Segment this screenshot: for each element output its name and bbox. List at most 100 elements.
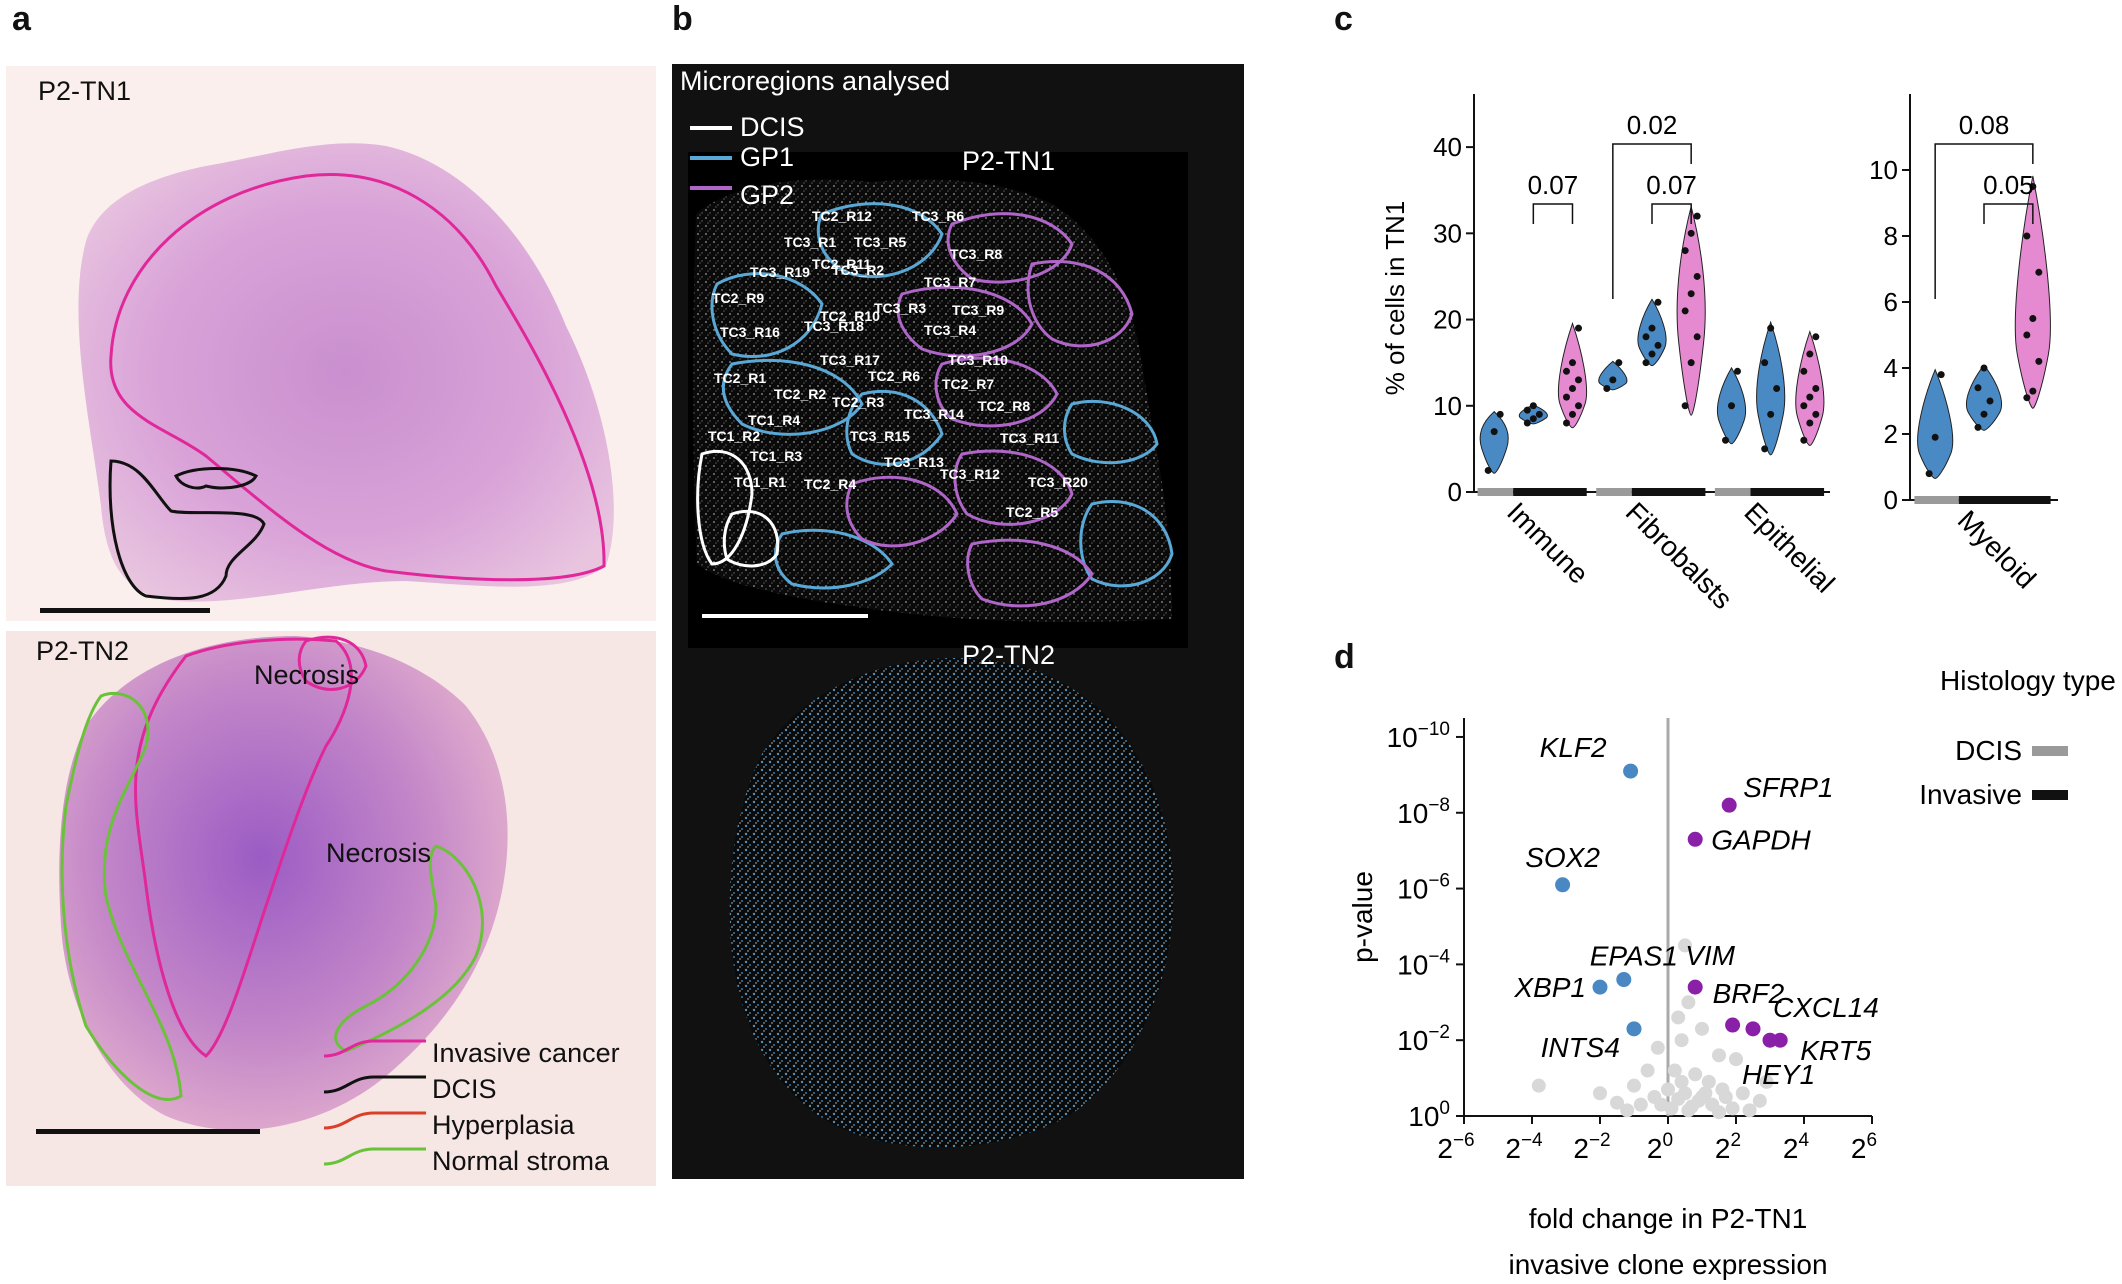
histology-legend-label-invasive: Invasive: [1919, 779, 2022, 810]
data-point: [1806, 393, 1814, 401]
data-point: [1722, 436, 1730, 444]
background-gene-point: [1684, 1099, 1699, 1114]
dcis-bar: [1914, 496, 1959, 504]
gene-label-sfrp1: SFRP1: [1743, 772, 1833, 803]
data-point: [1609, 376, 1617, 384]
p-value-label: 0.08: [1959, 110, 2010, 140]
x-tick-label: 26: [1851, 1130, 1877, 1164]
tn1-invasive-outline: [109, 173, 606, 582]
gp2-region-outline: [896, 285, 1034, 358]
gene-point-brf2: [1725, 1017, 1741, 1033]
gene-label-hey1: HEY1: [1742, 1059, 1815, 1090]
data-point: [2029, 315, 2037, 322]
category-label: Immune: [1501, 496, 1594, 589]
legend-label-dcis: DCIS: [432, 1074, 497, 1104]
gp2-region-outline: [966, 538, 1094, 608]
category-label: Fibrobalsts: [1620, 496, 1739, 615]
significance-bracket: [1612, 143, 1692, 299]
data-point: [1642, 359, 1650, 367]
tn2-invasive-outline-2: [297, 635, 368, 691]
y-tick-label: 2: [1884, 419, 1898, 449]
background-gene-point: [1735, 1086, 1750, 1101]
data-point: [1925, 470, 1933, 478]
y-tick-label: 8: [1884, 221, 1898, 251]
y-tick-label: 20: [1433, 305, 1462, 335]
microregion-label: TC1_R4: [748, 412, 801, 428]
p-value-label: 0.07: [1646, 170, 1697, 200]
microregion-label: TC1_R1: [734, 474, 787, 490]
gp2-region-outline: [953, 449, 1074, 526]
tn2-tissue-map: [729, 658, 1174, 1148]
y-tick-label: 100: [1408, 1098, 1450, 1132]
necrosis-label-2: Necrosis: [326, 838, 432, 868]
histology-legend-title: Histology type: [1940, 665, 2116, 696]
legend-label-b-gp2: GP2: [740, 180, 795, 210]
microregion-label: TC2_R9: [712, 290, 765, 306]
microregion-label: TC2_R10: [820, 308, 880, 324]
x-tick-label: 2−6: [1437, 1130, 1474, 1164]
microregion-label: TC3_R14: [904, 406, 964, 422]
gene-point-sfrp1: [1721, 797, 1737, 813]
data-point: [1681, 307, 1689, 315]
y-tick-label: 30: [1433, 218, 1462, 248]
background-gene-point: [1701, 1074, 1716, 1089]
p-value-label: 0.07: [1528, 170, 1579, 200]
data-point: [1806, 350, 1814, 358]
x-tick-label: 2−2: [1573, 1130, 1610, 1164]
panel-b-label: b: [672, 0, 693, 38]
microregion-label: TC3_R15: [850, 428, 910, 444]
category-label: Epithelial: [1738, 496, 1840, 598]
data-point: [1562, 367, 1570, 375]
x-tick-label: 20: [1647, 1130, 1673, 1164]
gene-label-gapdh: GAPDH: [1711, 824, 1811, 855]
data-point: [1681, 247, 1689, 255]
dcis-bar: [1477, 488, 1514, 496]
microregion-label: TC3_R20: [1028, 474, 1088, 490]
microregion-label: TC2_R3: [832, 394, 885, 410]
data-point: [1648, 350, 1656, 358]
tn1-title: P2-TN1: [38, 76, 132, 106]
y-tick-label: 10: [1433, 391, 1462, 421]
y-tick-label: 10−2: [1397, 1022, 1450, 1056]
microregion-label: TC2_R12: [812, 208, 872, 224]
invasive-bar: [1750, 488, 1825, 496]
gene-point-ints4: [1626, 1021, 1642, 1037]
background-gene-point: [1661, 1082, 1675, 1097]
data-point: [1812, 410, 1820, 418]
gene-label-ints4: INTS4: [1541, 1032, 1620, 1063]
significance-bracket: [1651, 203, 1692, 224]
panel-d-label: d: [1334, 638, 1355, 676]
gene-label-xbp1: XBP1: [1513, 972, 1586, 1003]
panel-b-microregion-map: [688, 126, 1188, 1148]
invasive-bar: [1513, 488, 1587, 496]
background-gene-point: [1681, 995, 1696, 1010]
tn2-map-title: P2-TN2: [962, 640, 1056, 670]
tn1-dcis-outline-1: [108, 459, 266, 601]
panel-a-label: a: [12, 0, 31, 38]
legend-label-b-dcis: DCIS: [740, 112, 805, 142]
microregion-label: TC2_R11: [812, 256, 872, 272]
gene-point-cxcl14: [1745, 1021, 1761, 1037]
violin-gp2: [1676, 206, 1706, 416]
microregions-header: Microregions analysed: [680, 66, 951, 96]
legend-label-hyperplasia: Hyperplasia: [432, 1110, 575, 1140]
background-gene-point: [1752, 1093, 1767, 1108]
data-point: [1642, 333, 1650, 341]
background-gene-point: [1715, 1082, 1730, 1097]
data-point: [1693, 272, 1701, 280]
data-point: [1734, 367, 1742, 375]
gene-label-brf2: BRF2: [1713, 978, 1785, 1009]
data-point: [1937, 371, 1945, 379]
violin-dcis: [1598, 360, 1628, 391]
y-axis-label: p-value: [1347, 871, 1378, 963]
significance-bracket: [1934, 143, 2034, 299]
data-point: [1603, 385, 1611, 393]
data-point: [1687, 290, 1695, 298]
data-point: [1728, 402, 1736, 410]
necrosis-label-1: Necrosis: [254, 660, 360, 690]
background-gene-point: [1610, 1095, 1624, 1110]
data-point: [1986, 397, 1994, 405]
data-point: [1681, 402, 1689, 410]
background-gene-point: [1620, 1103, 1635, 1118]
gene-label-klf2: KLF2: [1540, 732, 1607, 763]
